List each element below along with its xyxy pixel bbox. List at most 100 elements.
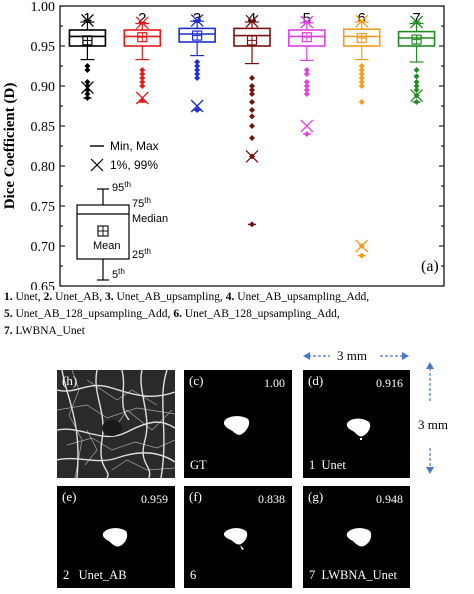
p1-marker [245,149,259,163]
iqr-box [342,28,381,47]
category-label: 3 [193,10,201,27]
box-3: 3 [178,10,216,113]
outlier-point [358,75,365,81]
outlier-point [358,79,365,85]
panel-e-caption: 2 Unet_AB [63,568,127,582]
box-1: 1 [68,10,107,101]
legend-p75-label: 75th [132,196,151,210]
legend-pct-symbol [90,158,104,172]
caption-num-2: 2. [43,291,53,303]
outlier-point [139,71,146,77]
outlier-point [249,107,255,113]
p1-marker [355,239,369,253]
faz-blob [346,418,371,440]
category-label: 7 [412,10,420,27]
caption-line-2: 5. Unet_AB_128_upsampling_Add, 6. Unet_A… [4,306,470,323]
panel-h-label: (h) [62,373,78,388]
panel-label-a: (a) [421,258,439,275]
caption-name-4: Unet_AB_upsampling_Add, [234,291,370,303]
outlier-point [249,87,255,93]
outlier-point [303,83,310,89]
outlier-point [84,63,91,69]
panel-f-caption: 6 [190,568,197,582]
outlier-point [303,71,310,77]
category-label: 1 [83,10,91,27]
legend-p25-label: 25th [132,247,151,261]
panel-g-caption: 7 LWBNA_Unet [309,568,397,582]
legend-p5-label: 5th [112,267,125,281]
panel-d-caption: 1 Unet [309,458,346,472]
panel-g-score: 0.948 [376,492,403,506]
outlier-point [139,67,146,73]
panel-g-label: (g) [308,489,324,504]
box-5: 5 [288,10,326,137]
outlier-point [194,63,201,69]
outlier-point [194,59,201,65]
outlier-point [303,79,310,85]
caption-num-5: 5. [4,308,13,320]
y-tick-label: 0.90 [31,80,56,95]
dimension-vertical-label: 3 mm [418,417,448,432]
outlier-point [139,83,146,89]
outlier-point [84,79,91,85]
dimension-horizontal-label: 3 mm [337,348,367,363]
y-tick-label: 0.80 [31,160,56,175]
dimension-arrows [303,352,434,474]
outlier-point [194,75,201,81]
faz-blob [223,528,248,550]
y-tick-label: 0.75 [31,200,56,215]
outlier-point [249,91,255,97]
outlier-point [194,67,201,73]
outlier-point [194,71,201,77]
outlier-point [358,67,365,73]
outlier-point [303,87,310,93]
caption-line-3: 7. LWBNA_Unet [4,323,470,340]
outlier-point [249,83,255,89]
category-label: 2 [138,10,146,27]
caption-num-3: 3. [104,291,114,303]
category-label: 6 [358,10,366,27]
y-tick-label: 0.65 [31,280,56,290]
panel-e-label: (e) [62,489,77,504]
outlier-point [303,91,310,97]
caption-line-1: 1. Unet, 2. Unet_AB, 3. Unet_AB_upsampli… [4,289,470,306]
faz-blob [102,528,128,547]
panel-d-score: 0.916 [376,376,403,390]
y-tick-label: 0.95 [31,40,56,55]
caption-name-1: Unet, [12,291,44,303]
legend-mean-label: Mean [93,240,121,252]
outlier-point [249,135,255,141]
caption-num-1: 1. [4,291,13,303]
outlier-point [84,83,91,89]
p1-marker [300,119,314,133]
outlier-point [249,113,255,120]
p1-marker [80,81,94,95]
p1-marker [410,89,424,103]
y-axis-title: Dice Coefficient (D) [2,83,18,210]
panel-f-score: 0.838 [258,492,285,506]
caption-name-7: LWBNA_Unet [12,325,85,337]
outlier-point [249,75,255,81]
y-tick-label: 1.00 [31,0,56,15]
box-2: 2 [123,10,162,105]
panel-c-label: (c) [189,373,204,388]
outlier-point [358,99,365,105]
iqr-box [68,29,107,47]
caption-name-2: Unet_AB, [52,291,105,303]
box-plot-chart: 0.65 0.70 0.75 0.80 0.85 0.90 0.95 1.00 Dice Co… [2,0,445,290]
panel-f-model-6: (f) 0.838 6 [184,486,292,588]
legend-pct-label: 1%, 99% [110,158,158,172]
legend-minmax-label: Min, Max [110,139,159,153]
outlier-point [413,79,420,85]
outlier-point [413,67,420,73]
panel-d-unet: (d) 0.916 1 Unet [303,370,410,478]
outlier-point [358,71,365,77]
outlier-point [358,83,365,89]
iqr-box [123,29,162,47]
panel-e-unet-ab: (e) 0.959 2 Unet_AB [57,486,175,588]
outlier-point [84,67,91,73]
faz-blob [346,528,372,547]
box-series: 1 2 3 4 5 6 7 [68,10,436,259]
panel-d-label: (d) [308,373,324,388]
